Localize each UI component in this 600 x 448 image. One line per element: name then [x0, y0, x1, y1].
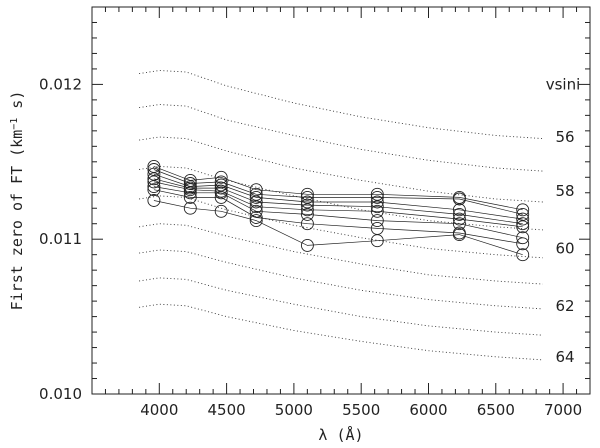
data-point-s7-7: [516, 248, 530, 262]
y-axis-label-superscript: −1: [9, 118, 20, 130]
data-point-s4-3: [249, 200, 263, 214]
series-line-2: [153, 173, 523, 220]
data-point-s5-7: [516, 231, 530, 245]
series-line-3: [153, 178, 523, 225]
data-point-s5-6: [452, 217, 466, 231]
plot-content: [139, 70, 543, 361]
data-point-s7-0: [147, 194, 161, 207]
data-point-s0-2: [214, 170, 228, 184]
model-curve-1: [139, 104, 543, 172]
vsini-label-56: 56: [555, 128, 574, 146]
data-point-s6-2: [214, 190, 228, 204]
data-point-s3-2: [214, 181, 228, 195]
data-point-s3-4: [300, 198, 314, 212]
vsini-label-62: 62: [555, 297, 574, 315]
x-tick-label-6500: 6500: [477, 401, 515, 419]
data-point-s5-4: [300, 207, 314, 221]
data-point-s5-0: [147, 180, 161, 194]
data-point-s1-5: [370, 190, 384, 204]
data-point-s1-1: [183, 177, 197, 190]
x-axis-ticks: 4000 4500 5000 5500 6000 6500 7000: [91, 7, 591, 419]
data-point-s7-3: [249, 214, 263, 228]
data-point-s7-2: [214, 204, 228, 218]
data-point-s6-4: [300, 217, 314, 231]
data-point-s0-4: [300, 187, 314, 201]
y-axis-label-main: First zero of FT (km: [8, 130, 26, 311]
data-point-s5-5: [370, 214, 384, 228]
data-point-s1-6: [452, 192, 466, 206]
data-point-s6-0: [147, 183, 161, 197]
y-axis-label-tail: s): [8, 91, 26, 118]
vsini-labels: 56 58 60 62 64: [555, 128, 574, 366]
data-point-s4-0: [147, 175, 161, 189]
y-tick-label-1: 0.011: [39, 230, 82, 248]
data-point-s2-5: [370, 195, 384, 209]
data-point-s0-7: [516, 203, 530, 217]
series-line-1: [153, 169, 523, 215]
vsini-title: vsini: [546, 75, 581, 93]
data-point-s3-5: [370, 200, 384, 214]
data-point-s6-1: [183, 190, 197, 204]
data-point-s5-1: [183, 186, 197, 200]
series-line-7: [153, 200, 523, 256]
x-tick-label-4500: 4500: [208, 401, 246, 419]
data-point-s2-3: [249, 190, 263, 204]
x-tick-label-6000: 6000: [409, 401, 447, 419]
data-point-s7-4: [300, 238, 314, 252]
y-tick-label-2: 0.012: [39, 75, 82, 93]
x-tick-label-4000: 4000: [140, 401, 178, 419]
data-point-s2-7: [516, 212, 530, 226]
model-curve-7: [139, 277, 543, 336]
data-point-s6-7: [516, 237, 530, 251]
data-point-s4-6: [452, 212, 466, 226]
data-point-s4-5: [370, 204, 384, 218]
vsini-label-58: 58: [555, 182, 574, 200]
vsini-label-64: 64: [555, 348, 574, 366]
y-axis-ticks: 0.010 0.011 0.012: [39, 6, 590, 403]
series-line-4: [153, 181, 523, 228]
plot-frame: [91, 6, 591, 395]
data-point-s1-2: [214, 175, 228, 189]
x-tick-label-5500: 5500: [342, 401, 380, 419]
model-curve-8: [139, 303, 543, 361]
model-curve-5: [139, 223, 543, 285]
model-curve-6: [139, 249, 543, 310]
x-axis-label: λ (Å): [318, 425, 363, 444]
series-line-6: [153, 189, 523, 245]
data-point-s3-3: [249, 195, 263, 209]
data-point-s6-3: [249, 211, 263, 224]
data-point-s4-4: [300, 203, 314, 217]
data-point-s4-7: [516, 220, 530, 234]
data-point-s5-2: [214, 186, 228, 200]
data-point-s3-0: [147, 172, 161, 186]
model-curve-4: [139, 195, 543, 259]
model-curve-0: [139, 70, 543, 140]
data-point-s7-1: [183, 201, 197, 215]
data-point-s5-3: [249, 204, 263, 218]
data-point-s2-6: [452, 203, 466, 217]
data-point-s7-6: [452, 228, 466, 242]
y-tick-label-0: 0.010: [39, 385, 82, 403]
data-point-s4-1: [183, 183, 197, 197]
x-tick-label-5000: 5000: [275, 401, 313, 419]
data-point-s7-5: [370, 234, 384, 248]
model-curve-2: [139, 136, 543, 203]
data-point-s3-6: [452, 207, 466, 221]
vsini-label-60: 60: [555, 239, 574, 257]
x-tick-label-7000: 7000: [544, 401, 582, 419]
model-curve-3: [139, 165, 543, 231]
y-axis-label: First zero of FT (km−1 s): [8, 91, 26, 311]
data-point-s3-7: [516, 217, 530, 231]
